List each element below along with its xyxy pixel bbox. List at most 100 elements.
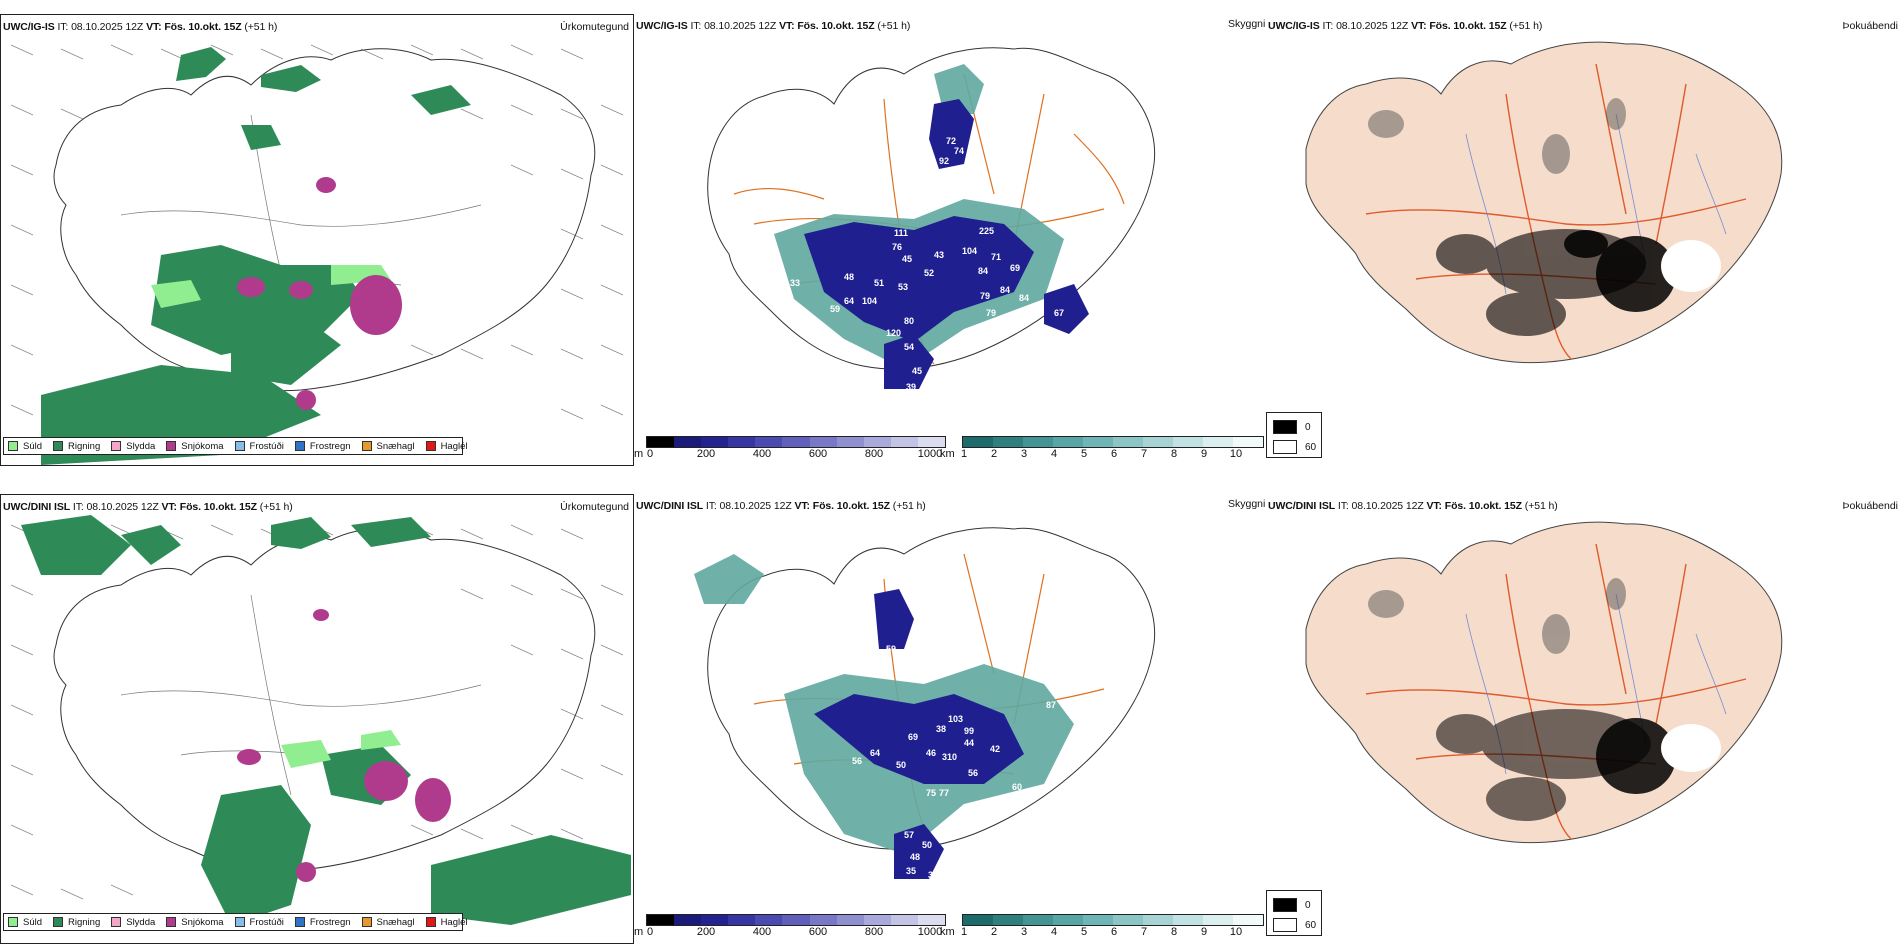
- ceiling-panel-2: 59 87 103 38 99 44 42 69 46 310 56 64 50…: [634, 494, 1270, 944]
- vis-tick: 9: [1200, 448, 1208, 460]
- svg-text:56: 56: [852, 756, 862, 766]
- precip-type-legend-1: Súld Rigning Slydda Snjókoma Frostúði Fr…: [3, 437, 468, 455]
- svg-text:52: 52: [924, 268, 934, 278]
- fog-legend-1: 0 60: [1266, 412, 1322, 458]
- svg-text:59: 59: [886, 644, 896, 654]
- vis-tick: 2: [990, 448, 998, 460]
- svg-text:60: 60: [1012, 782, 1022, 792]
- legend-hail: Haglél: [425, 441, 468, 452]
- svg-text:104: 104: [962, 246, 977, 256]
- fog-panel-title-1: UWC/IG-IS IT: 08.10.2025 12Z VT: Fös. 10…: [1268, 20, 1543, 32]
- svg-text:69: 69: [1010, 263, 1020, 273]
- vis-tick: 7: [1140, 926, 1148, 938]
- svg-text:79: 79: [980, 291, 990, 301]
- ceiling-panel-title-2: UWC/DINI ISL IT: 08.10.2025 12Z VT: Fös.…: [636, 500, 926, 512]
- svg-text:45: 45: [902, 254, 912, 264]
- fog-legend-min: 0: [1305, 421, 1311, 433]
- precip-type-map-1: [10, 44, 624, 465]
- fog-legend-2: 0 60: [1266, 890, 1322, 936]
- svg-text:53: 53: [898, 282, 908, 292]
- svg-text:36: 36: [1060, 336, 1070, 346]
- fog-panel-1: UWC/IG-IS IT: 08.10.2025 12Z VT: Fös. 10…: [1266, 14, 1900, 466]
- svg-text:310: 310: [942, 752, 957, 762]
- cloud-base-colorbar-2: [646, 914, 946, 926]
- svg-text:225: 225: [979, 226, 994, 236]
- vis-tick: 9: [1200, 926, 1208, 938]
- legend-snow: Snjókoma: [166, 917, 224, 928]
- cb-tick: 800: [864, 448, 884, 460]
- svg-text:64: 64: [844, 296, 854, 306]
- legend-freezing-drizzle: Frostúði: [234, 917, 284, 928]
- vis-tick: 5: [1080, 448, 1088, 460]
- visibility-unit-1: km: [940, 448, 955, 460]
- fog-map-2: [1305, 521, 1783, 844]
- fog-legend-max: 60: [1305, 441, 1317, 453]
- wind-barbs: [10, 44, 624, 420]
- ceiling-map-2: 59 87 103 38 99 44 42 69 46 310 56 64 50…: [694, 527, 1156, 880]
- legend-rain: Rigning: [53, 917, 100, 928]
- svg-text:77: 77: [939, 788, 949, 798]
- ceiling-panel-title-1: UWC/IG-IS IT: 08.10.2025 12Z VT: Fös. 10…: [636, 20, 911, 32]
- svg-text:84: 84: [978, 266, 988, 276]
- legend-snow-pellets: Snæhagl: [361, 917, 415, 928]
- visibility-colorbar-2: [962, 914, 1264, 926]
- ceiling-map-1: 72 74 92 68 111 225 76 45 43 104 71 69 4…: [707, 47, 1156, 396]
- legend-sleet: Slydda: [111, 441, 155, 452]
- cb-tick: 800: [864, 926, 884, 938]
- svg-text:33: 33: [790, 278, 800, 288]
- fog-panel-2: UWC/DINI ISL IT: 08.10.2025 12Z VT: Fös.…: [1266, 494, 1900, 944]
- fog-legend-min: 0: [1305, 899, 1311, 911]
- svg-text:80: 80: [904, 316, 914, 326]
- vis-tick: 3: [1020, 448, 1028, 460]
- vis-tick: 6: [1110, 448, 1118, 460]
- fog-field-name-2: Þokuábendi: [1842, 500, 1898, 512]
- svg-text:39: 39: [906, 382, 916, 392]
- svg-text:64: 64: [870, 748, 880, 758]
- svg-text:50: 50: [922, 840, 932, 850]
- svg-text:68: 68: [952, 184, 962, 194]
- svg-text:99: 99: [964, 726, 974, 736]
- wind-barbs: [10, 524, 624, 900]
- fog-field-name-1: Þokuábendi: [1842, 20, 1898, 32]
- svg-text:103: 103: [948, 714, 963, 724]
- vis-tick: 1: [960, 448, 968, 460]
- legend-rain: Rigning: [53, 441, 100, 452]
- cb-tick: 0: [646, 926, 654, 938]
- precip-type-panel-2: UWC/DINI ISL IT: 08.10.2025 12Z VT: Fös.…: [0, 494, 634, 944]
- svg-text:38: 38: [936, 724, 946, 734]
- vis-tick: 4: [1050, 448, 1058, 460]
- vis-tick: 3: [1020, 926, 1028, 938]
- svg-text:104: 104: [862, 296, 877, 306]
- vis-tick: 2: [990, 926, 998, 938]
- svg-text:111: 111: [894, 228, 908, 238]
- svg-text:42: 42: [990, 744, 1000, 754]
- svg-text:50: 50: [896, 760, 906, 770]
- svg-text:67: 67: [1054, 308, 1064, 318]
- visibility-colorbar-1: [962, 436, 1264, 448]
- legend-freezing-rain: Frostregn: [294, 917, 351, 928]
- legend-sleet: Slydda: [111, 917, 155, 928]
- precip-type-panel-1: UWC/IG-IS IT: 08.10.2025 12Z VT: Fös. 10…: [0, 14, 634, 466]
- cb-tick: 1000: [917, 448, 943, 460]
- fog-legend-max: 60: [1305, 919, 1317, 931]
- svg-text:43: 43: [934, 250, 944, 260]
- svg-text:51: 51: [874, 278, 884, 288]
- svg-text:69: 69: [908, 732, 918, 742]
- precip-type-legend-2: Súld Rigning Slydda Snjókoma Frostúði Fr…: [3, 913, 468, 931]
- svg-text:35: 35: [906, 866, 916, 876]
- svg-text:73: 73: [940, 350, 950, 360]
- precip-panel-title-1: UWC/IG-IS IT: 08.10.2025 12Z VT: Fös. 10…: [3, 21, 278, 33]
- precip-type-map-2: [10, 515, 631, 925]
- cb-tick: 600: [808, 448, 828, 460]
- visibility-unit-2: km: [940, 926, 955, 938]
- svg-text:48: 48: [844, 272, 854, 282]
- svg-text:120: 120: [886, 328, 901, 338]
- svg-text:59: 59: [830, 304, 840, 314]
- ceiling-field-name-2: Skyggni: [1228, 498, 1266, 510]
- svg-text:33: 33: [929, 386, 939, 396]
- legend-drizzle: Súld: [8, 441, 42, 452]
- svg-text:79: 79: [986, 308, 996, 318]
- svg-text:56: 56: [968, 768, 978, 778]
- vis-tick: 5: [1080, 926, 1088, 938]
- cb-tick: 200: [696, 926, 716, 938]
